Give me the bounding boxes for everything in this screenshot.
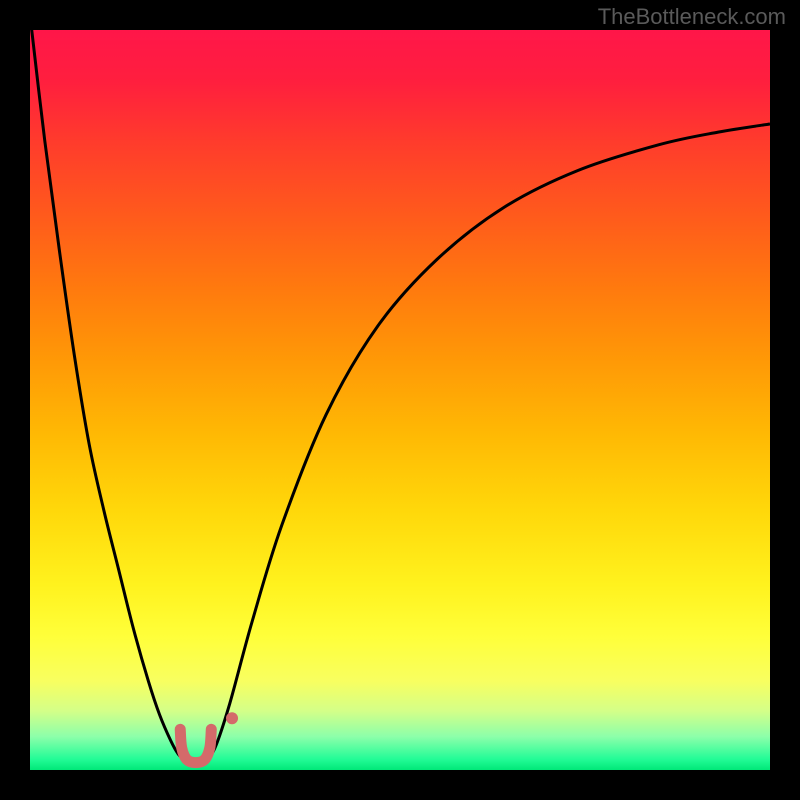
marker-dot-0 xyxy=(226,712,238,724)
curve-overlay xyxy=(30,30,770,770)
chart-canvas: TheBottleneck.com xyxy=(0,0,800,800)
watermark-text: TheBottleneck.com xyxy=(598,4,786,30)
left-branch-curve xyxy=(30,30,189,764)
minimum-u-marker xyxy=(180,729,211,762)
plot-area xyxy=(30,30,770,770)
right-branch-curve xyxy=(204,124,770,764)
